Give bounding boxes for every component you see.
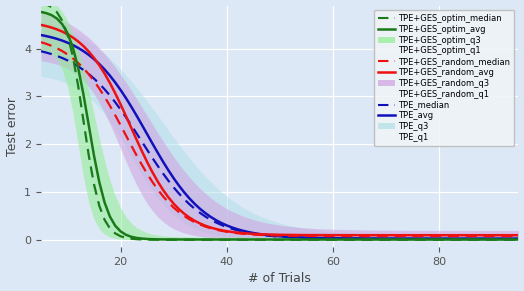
Y-axis label: Test error: Test error — [6, 97, 18, 156]
X-axis label: # of Trials: # of Trials — [248, 272, 311, 285]
Legend: TPE+GES_optim_median, TPE+GES_optim_avg, TPE+GES_optim_q3, TPE+GES_optim_q1, TPE: TPE+GES_optim_median, TPE+GES_optim_avg,… — [374, 10, 514, 146]
